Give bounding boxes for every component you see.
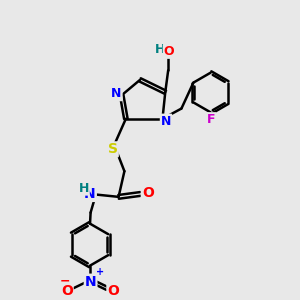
Text: S: S <box>108 142 118 156</box>
Text: N: N <box>161 115 171 128</box>
Text: O: O <box>107 284 119 298</box>
Text: N: N <box>111 87 122 100</box>
Text: O: O <box>164 45 174 58</box>
Text: H: H <box>155 43 165 56</box>
Text: N: N <box>85 275 96 289</box>
Text: H: H <box>78 182 89 195</box>
Text: O: O <box>142 186 154 200</box>
Text: −: − <box>60 275 70 288</box>
Text: N: N <box>84 187 96 201</box>
Text: F: F <box>207 113 215 126</box>
Text: O: O <box>61 284 73 298</box>
Text: +: + <box>96 267 105 277</box>
